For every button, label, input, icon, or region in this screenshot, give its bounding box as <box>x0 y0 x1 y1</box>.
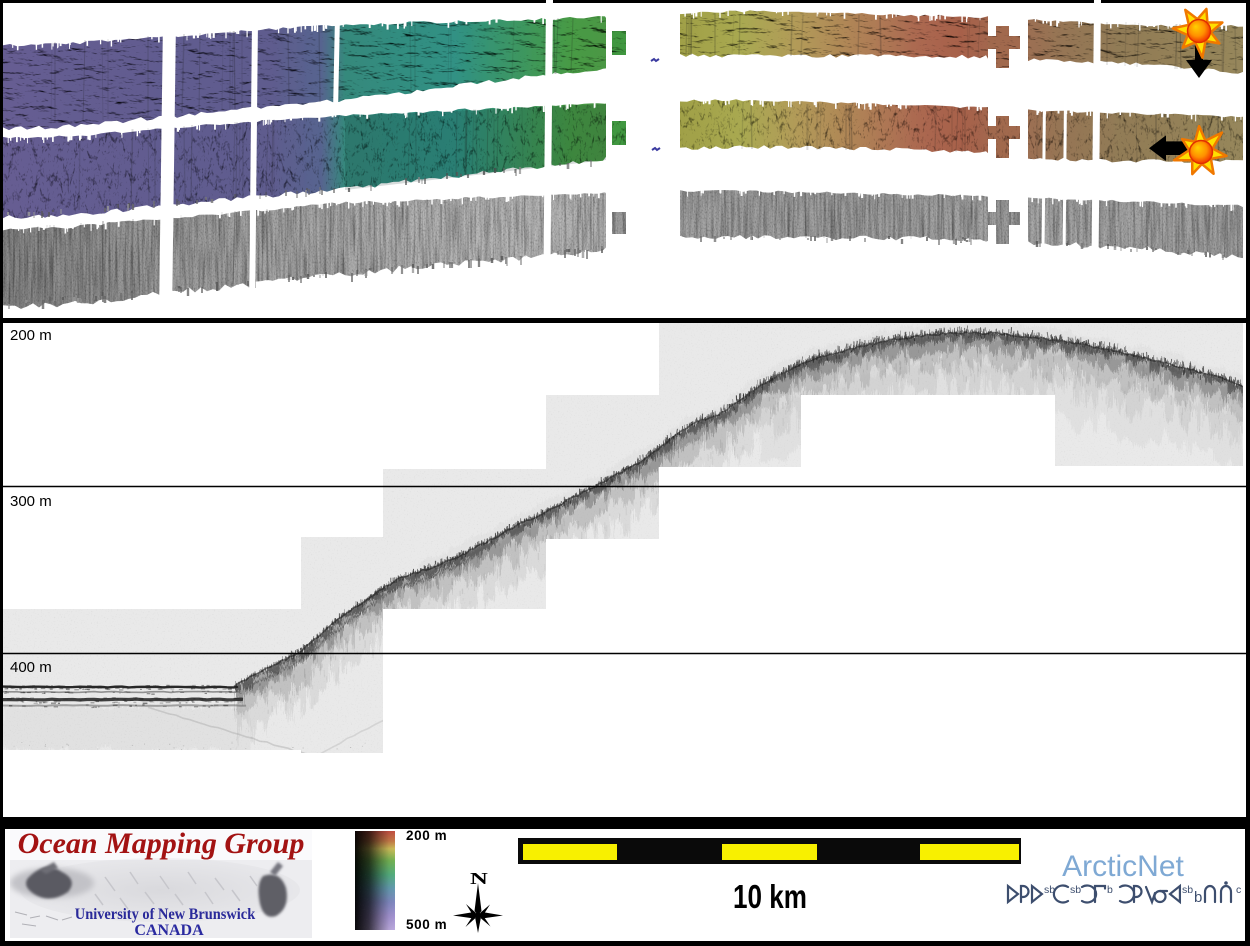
svg-text:b: b <box>1107 884 1113 896</box>
svg-text:c: c <box>1236 884 1241 896</box>
svg-text:sb: sb <box>1070 884 1081 896</box>
svg-text:sb: sb <box>1044 884 1055 896</box>
svg-text:b: b <box>1194 889 1202 906</box>
svg-text:sb: sb <box>1182 884 1193 896</box>
